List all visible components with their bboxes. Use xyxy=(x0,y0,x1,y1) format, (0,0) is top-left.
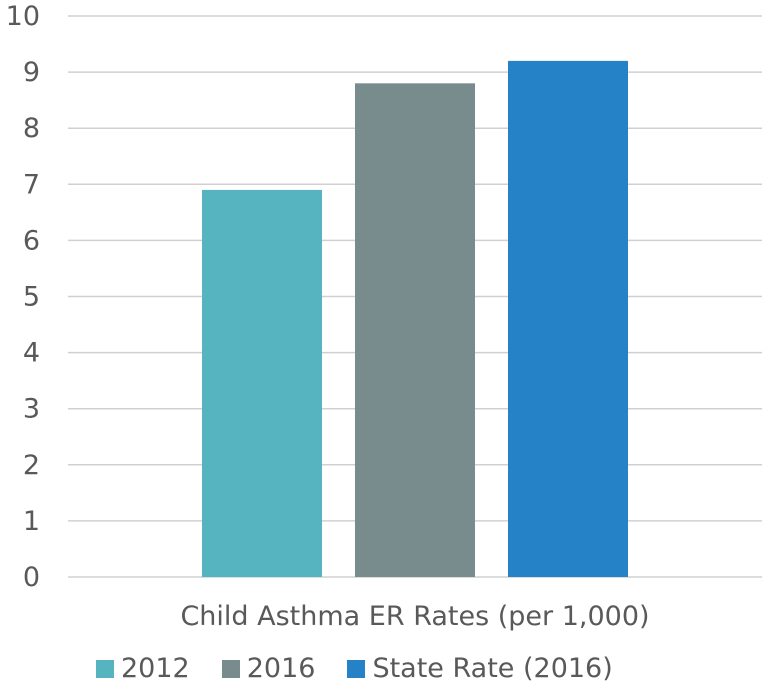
bar-2012 xyxy=(202,189,322,577)
legend-swatch-2012 xyxy=(96,659,114,678)
bar-state-rate-2016 xyxy=(508,60,628,577)
legend-label-2012: 2012 xyxy=(121,653,190,684)
y-tick-label-8: 8 xyxy=(23,113,40,144)
legend-swatch-state-rate xyxy=(347,659,366,678)
legend-label-2016: 2016 xyxy=(246,653,316,684)
x-axis-category-label: Child Asthma ER Rates (per 1,000) xyxy=(180,601,649,632)
y-tick-label-3: 3 xyxy=(23,394,40,425)
y-tick-label-1: 1 xyxy=(23,506,40,537)
legend-item-2016: 2016 xyxy=(221,653,316,684)
legend-item-state-rate: State Rate (2016) xyxy=(347,653,613,684)
y-axis-ticks: 0 1 2 3 4 5 6 7 8 9 10 xyxy=(6,1,40,593)
y-tick-label-10: 10 xyxy=(6,1,40,32)
y-tick-label-9: 9 xyxy=(23,57,40,88)
legend-item-2012: 2012 xyxy=(96,653,190,684)
legend-swatch-2016 xyxy=(221,659,240,678)
y-tick-label-2: 2 xyxy=(23,450,40,481)
bars xyxy=(202,60,628,577)
legend: 2012 2016 State Rate (2016) xyxy=(96,653,645,684)
y-tick-label-5: 5 xyxy=(23,282,40,313)
legend-label-state-rate: State Rate (2016) xyxy=(372,653,613,684)
y-tick-label-6: 6 xyxy=(23,225,40,256)
y-tick-label-4: 4 xyxy=(23,338,40,369)
bar-2016 xyxy=(355,83,475,577)
y-tick-label-7: 7 xyxy=(23,169,40,200)
y-tick-label-0: 0 xyxy=(23,562,40,593)
